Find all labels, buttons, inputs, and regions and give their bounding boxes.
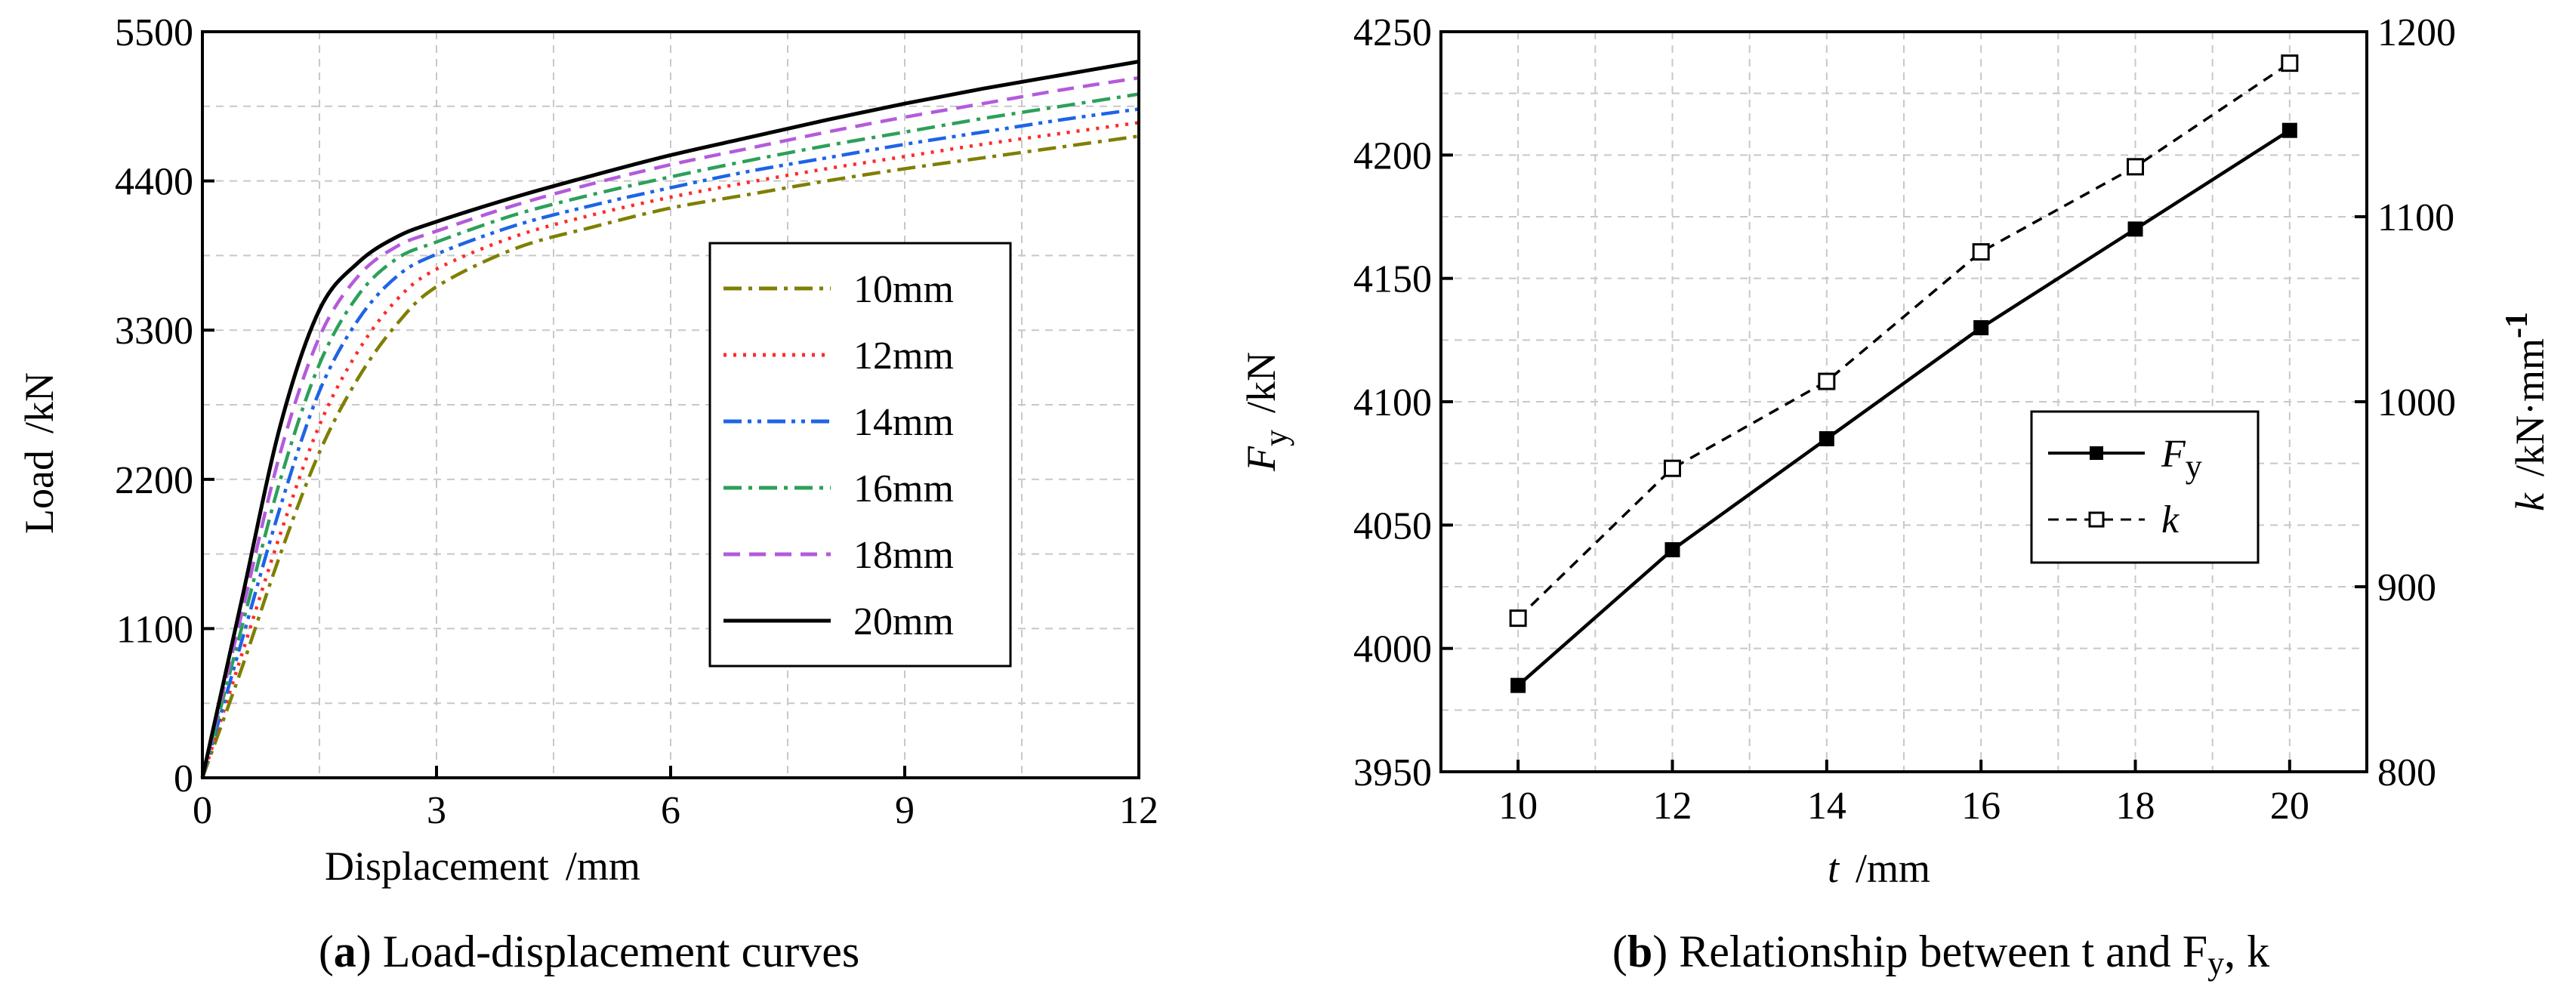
x-tick-label: 18 <box>2116 785 2155 828</box>
point-marker-F <box>1664 542 1680 557</box>
legend-k-marker-swatch <box>2088 511 2105 528</box>
panel-b-series <box>1509 54 2299 693</box>
x-tick-label: 20 <box>2270 785 2309 828</box>
panel-b: 10 12 14 16 18 20 3950 4000 4050 4100 4150 4200 4250… <box>1239 11 2553 982</box>
legend-k-label: k <box>2161 498 2180 541</box>
series-line-F <box>1516 128 2291 687</box>
x-tick-label: 12 <box>1653 785 1692 828</box>
x-tick-label: 6 <box>661 789 680 832</box>
y-left-tick-label: 4000 <box>1353 628 1432 671</box>
y-left-tick-label: 4050 <box>1353 504 1432 547</box>
x-tick-label: 14 <box>1807 785 1846 828</box>
panel-a-ticks: 0 3 6 9 12 0 1100 2200 3300 4400 5500 <box>115 11 1158 832</box>
x-tick-label: 10 <box>1498 785 1538 828</box>
x-tick-label: 12 <box>1119 789 1158 832</box>
x-tick-label: 3 <box>427 789 446 832</box>
point-marker-F <box>1973 320 1989 335</box>
legend-label-18mm: 18mm <box>853 534 954 577</box>
series-line-18mm <box>200 76 1140 779</box>
panel-b-grid <box>1441 32 2367 772</box>
y-tick-label: 1100 <box>116 608 193 651</box>
y-right-tick-label: 1200 <box>2377 11 2456 54</box>
series-line-10mm <box>200 134 1140 779</box>
y-tick-label: 0 <box>174 757 193 800</box>
y-left-tick-label: 4200 <box>1353 134 1432 177</box>
panel-b-legend: Fy k <box>2048 433 2202 541</box>
panel-a-legend-box <box>708 242 1012 668</box>
y-left-tick-label: 4250 <box>1353 11 1432 54</box>
y-left-tick-label: 4150 <box>1353 258 1432 301</box>
point-marker-k <box>1664 459 1681 477</box>
x-tick-label: 9 <box>895 789 915 832</box>
series-line-20mm <box>200 60 1140 779</box>
point-marker-k <box>2127 158 2144 176</box>
panel-a: 0 3 6 9 12 0 1100 2200 3300 4400 5500 Displacement… <box>17 11 1158 976</box>
y-right-tick-label: 900 <box>2377 566 2436 609</box>
y-tick-label: 3300 <box>115 310 193 353</box>
y-tick-label: 5500 <box>115 11 193 54</box>
series-line-16mm <box>200 92 1140 779</box>
panel-a-curves <box>200 60 1140 779</box>
legend-label-16mm: 16mm <box>853 467 954 510</box>
panel-b-left-y-axis-label: Fy/kN <box>1239 352 1294 472</box>
legend-label-20mm: 20mm <box>853 600 954 643</box>
point-marker-k <box>2281 54 2299 72</box>
panel-b-legend-box <box>2030 410 2260 564</box>
panel-a-y-axis-label: Load/kN <box>17 372 62 534</box>
legend-label-10mm: 10mm <box>853 268 954 311</box>
panel-a-legend: 10mm 12mm 14mm 16mm 18mm 20mm <box>723 268 954 643</box>
point-marker-k <box>1972 243 1990 261</box>
y-tick-label: 4400 <box>115 161 193 204</box>
y-right-tick-label: 800 <box>2377 751 2436 794</box>
y-left-tick-label: 3950 <box>1353 751 1432 794</box>
panel-a-x-axis-label: Displacement/mm <box>325 844 640 889</box>
panel-a-caption: (a) Load-displacement curves <box>319 927 859 976</box>
series-line-k <box>1516 62 2291 619</box>
point-marker-k <box>1509 609 1527 628</box>
y-left-tick-label: 4100 <box>1353 381 1432 424</box>
panel-b-x-axis-label: t/mm <box>1828 846 1930 891</box>
legend-fy-label: Fy <box>2161 433 2202 485</box>
panel-b-ticks: 10 12 14 16 18 20 3950 4000 4050 4100 4150 4200 4250… <box>1353 11 2456 828</box>
series-line-14mm <box>200 107 1140 779</box>
point-marker-F <box>1510 677 1526 693</box>
panel-b-caption: (b) Relationship between t and Fy, k <box>1612 927 2269 982</box>
legend-label-14mm: 14mm <box>853 401 954 444</box>
y-right-tick-label: 1100 <box>2377 196 2454 239</box>
y-right-tick-label: 1000 <box>2377 381 2456 424</box>
point-marker-k <box>1818 372 1836 390</box>
panel-b-right-y-axis-label: k/kN·mm-1 <box>2500 312 2553 511</box>
legend-fy-marker-swatch <box>2090 446 2103 460</box>
point-marker-F <box>2281 122 2297 138</box>
x-tick-label: 16 <box>1961 785 2001 828</box>
x-tick-label: 0 <box>193 789 212 832</box>
point-marker-F <box>1819 431 1834 446</box>
point-marker-F <box>2127 221 2143 237</box>
legend-label-12mm: 12mm <box>853 335 954 378</box>
y-tick-label: 2200 <box>115 459 193 502</box>
